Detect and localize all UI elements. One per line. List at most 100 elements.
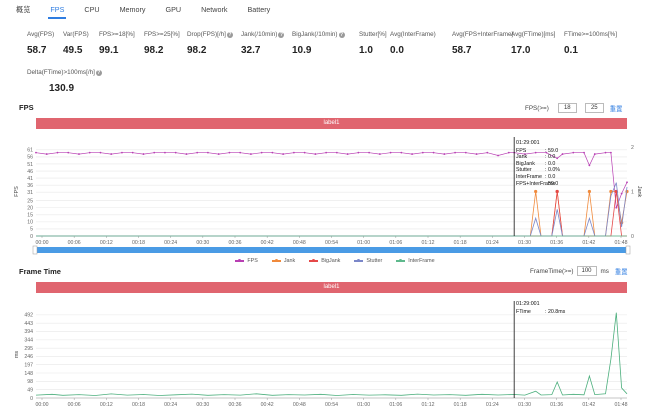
help-icon[interactable]: ?: [338, 31, 345, 38]
tab-cpu[interactable]: CPU: [84, 5, 100, 14]
series-point-fps: [239, 151, 242, 154]
stat-value: 98.2: [144, 45, 164, 56]
series-point-fps: [588, 164, 591, 167]
series-point-fps: [121, 151, 123, 154]
stat-item: FPS>=18[%] 99.1: [99, 31, 135, 56]
series-point-fps: [174, 151, 177, 154]
series-point-fps: [583, 151, 585, 154]
tab-gpu[interactable]: GPU: [165, 5, 182, 14]
series-point-fps: [88, 151, 91, 154]
series-point-fps: [561, 153, 564, 155]
x-tick-label: 00:00: [36, 240, 49, 246]
tooltip-key: InterFrame: [516, 173, 542, 180]
series-point-fps: [626, 181, 628, 184]
x-tick-label: 01:24: [486, 240, 499, 246]
series-point-fps: [250, 153, 252, 155]
x-tick-label: 01:42: [582, 402, 595, 408]
y2-tick-label: 2: [631, 145, 634, 151]
fps-threshold-input-2[interactable]: 25: [584, 103, 604, 113]
range-slider-handle-right[interactable]: [625, 245, 631, 255]
series-point-fps: [572, 151, 575, 154]
y-tick-label: 61: [27, 148, 33, 154]
tab-battery[interactable]: Battery: [247, 5, 271, 14]
legend-item-fps[interactable]: FPS: [235, 258, 258, 264]
frametime-reset-button[interactable]: 重置: [614, 268, 628, 276]
x-tick-label: 01:00: [357, 402, 370, 408]
series-point-fps: [432, 151, 435, 154]
series-point-fps: [464, 151, 467, 154]
y-tick-label: 0: [30, 234, 33, 240]
stat-label-text: Delta(FTime)>100ms[/h]: [27, 69, 95, 76]
tab-network[interactable]: Network: [201, 5, 228, 14]
legend-item-stutter[interactable]: Stutter: [354, 258, 382, 264]
stat-item: Avg(InterFrame) 0.0: [390, 31, 436, 56]
y-tick-label: 0: [30, 396, 33, 402]
frametime-tooltip-time: 01:29:001: [516, 301, 540, 307]
y-tick-label: 56: [27, 155, 33, 161]
y-tick-label: 394: [24, 329, 33, 335]
x-tick-label: 00:42: [261, 402, 274, 408]
legend-swatch: [271, 259, 281, 262]
help-icon[interactable]: ?: [95, 69, 102, 76]
fps-tooltip: 01:29:001 FPS: 59.0 Jank: 0.0 BigJank: 0.0…: [516, 140, 560, 187]
series-point-fps: [45, 153, 48, 155]
stat-item: Var(FPS) 49.5: [63, 31, 89, 56]
fps-reset-button[interactable]: 重置: [609, 105, 623, 113]
tooltip-key: Stutter: [516, 167, 532, 174]
y-tick-label: 295: [24, 346, 33, 352]
legend-swatch: [354, 259, 364, 262]
stat-value: 32.7: [241, 45, 261, 56]
legend-item-interframe[interactable]: InterFrame: [396, 258, 435, 264]
legend-item-jank[interactable]: Jank: [271, 258, 296, 264]
series-point-jank: [587, 189, 591, 194]
series-point-fps: [217, 153, 220, 155]
y-tick-label: 197: [24, 363, 33, 369]
stat-value: 98.2: [187, 45, 207, 56]
x-tick-label: 01:18: [454, 402, 467, 408]
series-point-fps: [609, 151, 612, 154]
series-point-fps: [411, 153, 413, 155]
help-icon[interactable]: ?: [226, 31, 233, 38]
series-point-fps: [507, 151, 510, 154]
tab-fps[interactable]: FPS: [48, 0, 67, 20]
series-point-fps: [292, 151, 295, 154]
series-point-fps: [389, 151, 392, 154]
tab-概览[interactable]: 概览: [16, 5, 31, 14]
legend-label: BigJank: [321, 258, 341, 264]
series-line-stutter: [36, 182, 628, 237]
stat-item: Jank(/10min)? 32.7: [241, 31, 285, 56]
tab-memory[interactable]: Memory: [119, 5, 146, 14]
x-tick-label: 00:18: [132, 402, 145, 408]
x-tick-label: 01:30: [518, 240, 531, 246]
stat-label: FPS>=25[%]: [144, 31, 180, 38]
series-line-jank: [36, 191, 628, 237]
legend-label: Jank: [283, 258, 296, 264]
fps-legend: FPS Jank BigJank Stutter InterFrame: [0, 256, 670, 266]
stat-label-text: FPS>=25[%]: [144, 31, 180, 38]
frametime-chart[interactable]: 0 49 98 148 197 246 295 344 394 443 492 00:00 00:06 0…: [0, 293, 670, 411]
fps-threshold-controls: FPS(>=) 18 25 重置: [525, 103, 622, 113]
fps-tooltip-time: 01:29:001: [516, 140, 540, 146]
series-point-fps: [164, 151, 166, 154]
series-point-fps: [303, 151, 306, 154]
legend-item-bigjank[interactable]: BigJank: [309, 258, 340, 264]
frametime-threshold-input[interactable]: 100: [576, 266, 597, 276]
frametime-threshold-label: FrameTime(>=): [530, 267, 574, 275]
x-tick-label: 01:42: [582, 240, 595, 246]
stat-value: 0.1: [564, 45, 578, 56]
series-point-fps: [378, 153, 381, 155]
x-tick-label: 01:12: [422, 402, 435, 408]
tooltip-key: Jank: [516, 154, 528, 161]
range-slider-handle-left[interactable]: [32, 245, 38, 255]
fps-threshold-input-1[interactable]: 18: [557, 103, 577, 113]
tooltip-value: : 0.0: [545, 160, 556, 167]
tooltip-row: BigJank: 0.0: [516, 161, 560, 168]
stat-item: Avg(FTime)[ms] 17.0: [511, 31, 555, 56]
range-slider-track[interactable]: [36, 247, 627, 253]
help-icon[interactable]: ?: [278, 31, 285, 38]
tooltip-key: FTime: [516, 308, 531, 315]
x-tick-label: 01:06: [389, 402, 402, 408]
stat-label: Avg(FPS+InterFrame): [452, 31, 514, 38]
y-tick-label: 148: [24, 371, 33, 377]
